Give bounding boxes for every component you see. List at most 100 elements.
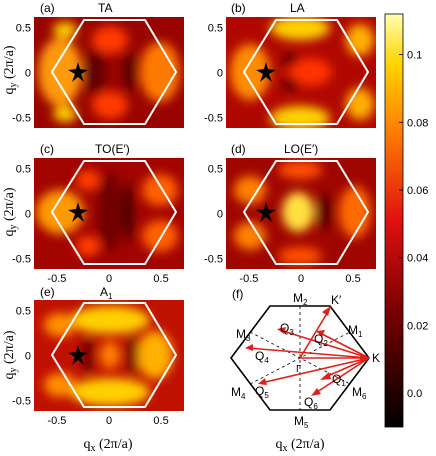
panel-title-d: LO(E′) (284, 142, 318, 156)
arrowhead-q6 (311, 388, 321, 396)
x-tick-3-0: -0.5 (239, 273, 258, 285)
panel-title-e: A1 (100, 285, 113, 301)
arrow-gamma-kp (299, 309, 330, 359)
colorbar-tick-5: 0.0 (407, 388, 422, 400)
bz-hexagon-c (50, 160, 178, 265)
panel-title-a: TA (98, 1, 112, 15)
label-q1: Q1 (332, 372, 346, 388)
label-m1: M1 (348, 323, 363, 339)
panel-title-e-sub: 1 (108, 292, 113, 301)
colorbar-tick-2: 0.06 (407, 185, 428, 197)
ylabel-main-top: q (2, 88, 17, 95)
colorbar-ticks: 0.1 0.08 0.06 0.04 0.02 0.0 (399, 50, 428, 400)
y-tick-1-1: 0 (217, 68, 223, 80)
label-m6: M6 (352, 385, 367, 401)
y-tick-2-2: -0.5 (12, 253, 31, 265)
heatmap-d (226, 158, 376, 269)
label-q6: Q6 (304, 395, 318, 411)
arrow-q6 (313, 357, 370, 395)
x-tick-4-1: 0 (106, 415, 112, 427)
axis-ticks: 0.5 0 -0.5 0.5 0 -0.5 0.5 0 -0.5 -0.5 0 0.5 0.5 0 -0.5… (12, 23, 361, 427)
panel-title-e-main: A (100, 285, 108, 299)
xlabel-main-right: q (276, 437, 283, 452)
label-m3: M3 (236, 327, 251, 343)
colorbar-tick-4: 0.02 (407, 320, 428, 332)
y-tick-1-0: 0.5 (208, 23, 223, 35)
panel-label-a: (a) (40, 1, 55, 15)
y-tick-2-0: 0.5 (16, 164, 31, 176)
label-q4: Q4 (255, 349, 269, 365)
bz-hexagon-b (242, 19, 370, 125)
dark-star-b (256, 62, 276, 82)
label-m4: M4 (231, 385, 246, 401)
panel-label-b: (b) (231, 1, 246, 15)
y-tick-0-1: 0 (25, 68, 31, 80)
xlabel-sub-left: x (91, 443, 96, 454)
y-axis-label-mid: qy (2π/a) (2, 187, 19, 236)
y-tick-0-0: 0.5 (16, 23, 31, 35)
x-axis-label-left: qx (2π/a) (84, 437, 133, 454)
ylabel-main-mid: q (2, 230, 17, 237)
svg-text:qy (2π/a): qy (2π/a) (2, 330, 19, 379)
x-tick-2-0: -0.5 (47, 273, 66, 285)
panel-label-e: (e) (40, 285, 55, 299)
y-tick-0-2: -0.5 (12, 112, 31, 124)
bz-diagram: (f) M1 M2 M3 (230, 287, 380, 430)
arrow-q3 (279, 329, 370, 359)
panel-b (226, 17, 376, 128)
svg-text:qy (2π/a): qy (2π/a) (2, 187, 19, 236)
panel-label-f: (f) (232, 287, 243, 301)
heatmap-c (34, 158, 184, 269)
heatmap-e (34, 300, 184, 411)
arrow-q5 (260, 357, 370, 384)
y-axis-label-top: qy (2π/a) (2, 45, 19, 94)
y-tick-3-0: 0.5 (208, 164, 223, 176)
arrow-q2 (319, 332, 370, 359)
label-gamma: Γ (296, 364, 302, 375)
panel-label-c: (c) (40, 142, 54, 156)
panel-a (34, 17, 184, 128)
x-tick-2-2: 0.5 (153, 273, 168, 285)
y-tick-4-1: 0 (25, 351, 31, 363)
ylabel-unit-mid: (2π/a) (2, 187, 17, 224)
svg-text:qy (2π/a): qy (2π/a) (2, 45, 19, 94)
label-k: K (372, 351, 380, 365)
panel-d (226, 158, 376, 269)
label-q2: Q2 (314, 332, 328, 348)
xlabel-main-left: q (84, 437, 91, 452)
colorbar-tick-3: 0.04 (407, 253, 428, 265)
label-kp: K′ (331, 293, 342, 307)
label-q3: Q3 (280, 321, 294, 337)
bz-hexagon-e (50, 302, 178, 408)
y-tick-2-1: 0 (25, 209, 31, 221)
x-tick-2-1: 0 (106, 273, 112, 285)
y-tick-3-1: 0 (217, 209, 223, 221)
panel-e (34, 300, 184, 411)
panel-label-d: (d) (231, 142, 246, 156)
arrowhead-q1 (320, 372, 331, 380)
xlabel-unit-right: (2π/a) (288, 437, 325, 452)
y-tick-4-0: 0.5 (16, 306, 31, 318)
panel-title-c: TO(E′) (95, 142, 130, 156)
y-tick-3-2: -0.5 (204, 253, 223, 265)
panel-c (34, 158, 184, 269)
arrowhead-q3 (277, 327, 286, 334)
y-tick-4-2: -0.5 (12, 395, 31, 407)
q-arrows (245, 306, 370, 396)
panel-title-b: LA (290, 1, 305, 15)
arrowhead-q5 (258, 378, 267, 385)
dark-star-d (256, 202, 276, 222)
x-tick-3-2: 0.5 (345, 273, 360, 285)
ylabel-main-bot: q (2, 373, 17, 380)
arrow-q4 (247, 347, 370, 359)
arrow-q1 (322, 357, 370, 379)
label-m2: M2 (293, 291, 308, 307)
colorbar-gradient (384, 13, 404, 428)
x-tick-4-2: 0.5 (153, 415, 168, 427)
label-m5: M5 (294, 414, 309, 430)
dark-star-e (68, 345, 88, 365)
y-tick-1-2: -0.5 (204, 112, 223, 124)
colorbar-tick-1: 0.08 (407, 117, 428, 129)
x-tick-3-1: 0 (298, 273, 304, 285)
